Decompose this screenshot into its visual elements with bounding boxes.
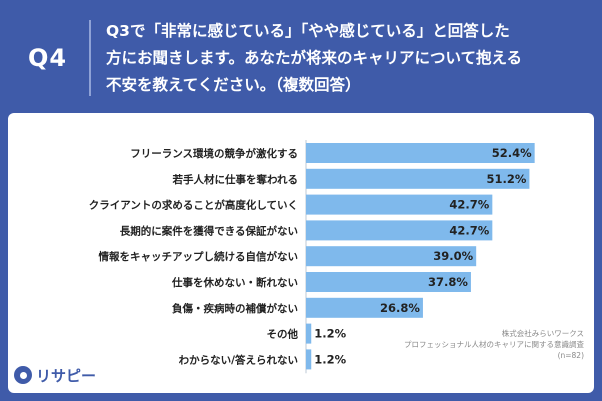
data-label: 51.2% xyxy=(487,172,527,186)
data-label: 37.8% xyxy=(428,275,468,289)
bar xyxy=(306,220,493,241)
category-label: 情報をキャッチアップし続ける自信がない xyxy=(99,250,299,263)
data-label: 26.8% xyxy=(380,301,420,315)
data-label: 39.0% xyxy=(433,249,473,263)
bar xyxy=(306,168,530,189)
question-line-1: Q3で「非常に感じている」「やや感じている」と回答した xyxy=(106,22,510,40)
question-number: Q4 xyxy=(28,44,68,72)
bar xyxy=(306,246,477,267)
bar xyxy=(306,297,423,318)
bar xyxy=(306,194,493,215)
data-label: 42.7% xyxy=(449,198,489,212)
category-label: 仕事を休めない・断れない xyxy=(171,276,298,289)
category-label: わからない/答えられない xyxy=(179,353,298,366)
question-text: Q3で「非常に感じている」「やや感じている」と回答した 方にお聞きします。あなた… xyxy=(106,18,586,99)
data-label: 1.2% xyxy=(314,327,346,341)
bar xyxy=(306,349,312,370)
bar xyxy=(306,272,471,292)
question-line-2: 方にお聞きします。あなたが将来のキャリアについて抱える xyxy=(106,49,523,67)
header-divider xyxy=(89,20,91,96)
category-label: 負傷・疾病時の補償がない xyxy=(172,302,298,315)
category-label: 若手人材に仕事を奪われる xyxy=(172,173,298,186)
category-label: 長期的に案件を獲得できる保証がない xyxy=(120,224,298,237)
source-company: 株式会社みらいワークス xyxy=(501,329,584,338)
question-line-3: 不安を教えてください。（複数回答） xyxy=(106,76,361,94)
data-label: 52.4% xyxy=(492,146,532,160)
source-survey: プロフェッショナル人材のキャリアに関する意識調査 xyxy=(404,340,584,349)
brand-logo-icon xyxy=(14,366,32,384)
source-sample-size: (n=82) xyxy=(557,351,584,360)
header-banner: Q4 Q3で「非常に感じている」「やや感じている」と回答した 方にお聞きします。… xyxy=(0,0,602,112)
category-label: クライアントの求めることが高度化していく xyxy=(89,199,298,212)
category-label: その他 xyxy=(267,328,299,341)
bar xyxy=(306,143,535,163)
brand-logo: リサピー xyxy=(14,362,96,388)
bar xyxy=(306,323,312,344)
category-label: フリーランス環境の競争が激化する xyxy=(130,147,298,160)
brand-logo-text: リサピー xyxy=(36,366,97,385)
data-label: 42.7% xyxy=(449,223,489,237)
source-note: 株式会社みらいワークス プロフェッショナル人材のキャリアに関する意識調査 (n=… xyxy=(404,328,584,361)
data-label: 1.2% xyxy=(314,352,346,366)
